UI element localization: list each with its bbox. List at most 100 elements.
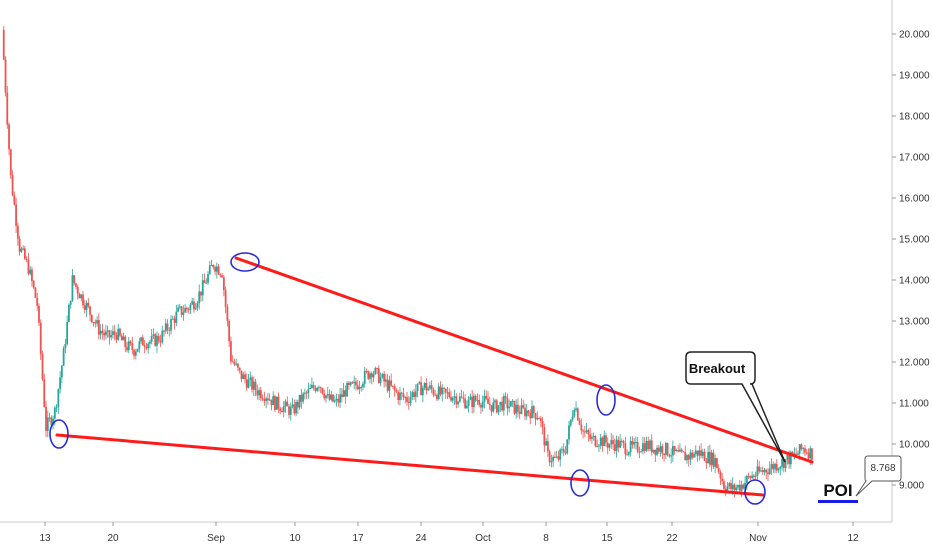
candle-body [589, 434, 592, 439]
candle-body [319, 387, 322, 389]
candle-body [289, 406, 292, 415]
candle-body [376, 368, 378, 370]
candle-body [693, 454, 695, 458]
candle-body [640, 451, 643, 453]
candle-body [724, 488, 727, 492]
candle-body [627, 452, 630, 455]
candle-body [631, 441, 634, 445]
candle-body [464, 398, 467, 409]
price-tag-label: 8.768 [870, 463, 895, 474]
candle-body [99, 330, 102, 335]
candle-body [381, 374, 384, 378]
candle-body [393, 386, 396, 391]
candle-body [281, 410, 283, 413]
candle-body [110, 334, 113, 338]
candle-body [705, 461, 708, 464]
candle-body [182, 312, 185, 315]
candle-body [436, 395, 438, 400]
candle-body [770, 464, 773, 469]
candle-body [501, 401, 503, 411]
candle-body [104, 331, 107, 336]
candle-body [673, 446, 676, 452]
candle-body [237, 363, 239, 368]
candle-body [365, 371, 368, 373]
candle-body [723, 481, 725, 489]
candle-body [254, 381, 257, 391]
candle-body [626, 454, 629, 456]
candle-body [513, 400, 516, 414]
candle-body [423, 382, 426, 388]
candle-body [603, 435, 606, 446]
candle-body [252, 381, 255, 390]
candle-body [458, 396, 461, 402]
candle-body [809, 448, 812, 459]
candle-body [11, 175, 14, 196]
candle-body [164, 323, 167, 332]
upper-trendline [234, 256, 814, 464]
candle-body [677, 450, 680, 452]
candle-body [538, 418, 540, 420]
candle-body [795, 453, 798, 455]
candle-body [745, 476, 748, 483]
candle-body [251, 377, 253, 390]
candle-body [700, 450, 702, 456]
candle-body [539, 418, 542, 421]
candle-body [805, 452, 808, 454]
candle-body [474, 395, 477, 401]
candle-body [78, 293, 81, 299]
candle-body [663, 453, 665, 455]
candle-body [740, 484, 743, 491]
candle-body [439, 386, 442, 395]
candle-body [92, 322, 95, 324]
candle-body [210, 265, 213, 267]
candle-body [760, 470, 762, 472]
x-tick-label: 12 [847, 533, 859, 544]
candle-body [467, 399, 470, 406]
candle-body [282, 406, 285, 413]
candle-body [749, 476, 752, 478]
candle-body [636, 441, 639, 452]
candle-body [657, 447, 660, 452]
candle-body [379, 377, 382, 383]
candle-body [161, 330, 164, 343]
candle-body [43, 379, 46, 407]
candle-body [406, 397, 408, 402]
candle-body [635, 441, 637, 443]
candle-body [170, 319, 172, 331]
candle-body [409, 397, 412, 404]
candle-body [645, 440, 648, 451]
candle-body [443, 387, 445, 389]
candle-body [25, 258, 28, 260]
candle-body [129, 341, 132, 344]
candle-body [31, 269, 33, 281]
candle-body [668, 455, 671, 457]
candle-body [173, 318, 176, 323]
candle-body [6, 92, 9, 125]
candle-body [52, 418, 54, 425]
candle-body [265, 398, 268, 402]
y-tick-label: 10.000 [899, 440, 930, 451]
candle-body [76, 286, 79, 294]
candle-body [20, 248, 23, 252]
candle-body [214, 267, 216, 272]
candle-body [594, 436, 597, 446]
candle-body [23, 248, 26, 259]
price-tag-bubble [855, 455, 902, 497]
candle-body [156, 335, 158, 346]
candle-body [196, 303, 199, 308]
candle-body [689, 452, 692, 460]
candle-body [312, 384, 315, 388]
candle-body [94, 322, 97, 324]
candle-body [73, 275, 76, 284]
candle-body [402, 393, 405, 398]
candle-body [113, 331, 116, 335]
candle-body [124, 336, 127, 348]
candle-body [177, 307, 179, 312]
candle-body [291, 404, 294, 407]
candle-body [149, 341, 151, 344]
candle-body [372, 373, 375, 378]
candle-body [41, 353, 44, 380]
candle-body [494, 400, 496, 403]
candle-body [286, 401, 289, 407]
candle-body [504, 396, 507, 398]
